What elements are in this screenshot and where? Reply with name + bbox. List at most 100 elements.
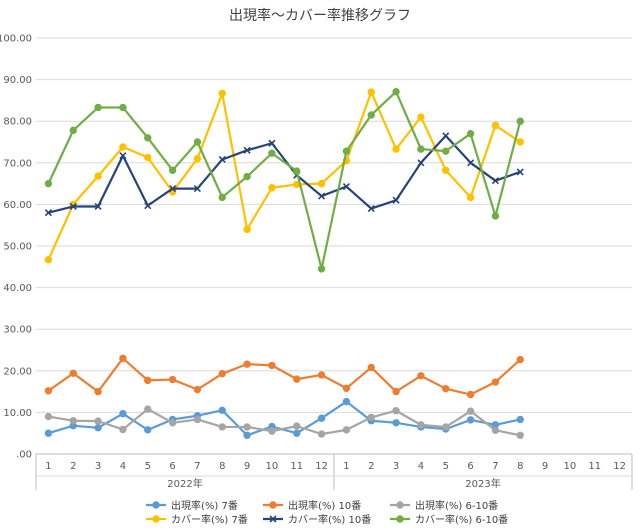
legend-label: カバー率(%) 10番 [288, 513, 371, 526]
y-tick-label: 30.00 [3, 325, 32, 336]
legend-item: カバー率(%) 6-10番 [390, 513, 508, 526]
marker-stroke [218, 155, 226, 164]
series-point [367, 413, 375, 422]
series-point [442, 132, 450, 140]
y-tick-label: 50.00 [3, 242, 32, 253]
x-tick-label: 6 [467, 461, 473, 472]
series-point [467, 159, 475, 167]
series-point [169, 185, 177, 193]
x-tick-label: 11 [588, 461, 601, 472]
series-point [491, 378, 500, 386]
series-point [442, 147, 450, 155]
series-point [269, 515, 277, 523]
series-point [491, 212, 500, 220]
series-line [47, 90, 521, 261]
series-group [44, 354, 524, 399]
series-point [243, 146, 251, 154]
x-tick-label: 5 [443, 461, 449, 472]
x-tick-label: 3 [95, 461, 101, 472]
series-point [268, 139, 276, 147]
series-point [516, 138, 524, 146]
series-point [44, 412, 53, 421]
series-point [392, 407, 400, 415]
series-point [144, 134, 152, 142]
marker-stroke [268, 139, 276, 147]
series-point [193, 415, 202, 424]
series-point [243, 225, 251, 234]
series-point [218, 406, 226, 415]
series-point [417, 113, 425, 121]
series-point [193, 385, 202, 394]
series-point [342, 397, 351, 406]
series-point [293, 422, 301, 430]
series-point [94, 172, 102, 180]
x-tick-label: 12 [315, 461, 328, 472]
series-point [144, 153, 152, 162]
series-point [342, 182, 350, 191]
series-point [516, 431, 524, 439]
x-tick-label: 1 [45, 461, 51, 472]
series-point [516, 355, 524, 364]
legend-label: カバー率(%) 7番 [171, 513, 248, 526]
series-point [392, 145, 400, 153]
series-point [367, 204, 375, 213]
marker-stroke [467, 159, 475, 167]
x-tick-label: 5 [145, 461, 151, 472]
y-tick-label: .00 [16, 450, 32, 461]
series-point [392, 196, 400, 204]
series-point [268, 361, 276, 370]
series-point [218, 423, 226, 431]
y-tick-label: 60.00 [3, 200, 32, 211]
marker-stroke [318, 192, 326, 200]
x-tick-label: 10 [266, 461, 279, 472]
series-point [152, 501, 160, 509]
y-tick-label: 90.00 [3, 75, 32, 86]
series-point [466, 129, 475, 138]
series-point [94, 417, 102, 425]
series-point [152, 515, 160, 523]
series-point [94, 424, 102, 432]
series-point [193, 185, 201, 193]
series-line [47, 90, 522, 270]
series-point [268, 184, 276, 192]
marker-stroke [269, 515, 277, 523]
series-point [317, 430, 326, 438]
series-point [342, 384, 351, 392]
x-tick-label: 8 [219, 461, 225, 472]
marker-stroke [169, 185, 177, 193]
x-tick-label: 10 [564, 461, 577, 472]
y-tick-label: 70.00 [3, 158, 32, 169]
series-point [243, 423, 251, 431]
legend-label: カバー率(%) 6-10番 [415, 513, 508, 526]
series-point [367, 111, 375, 119]
marker-stroke [367, 204, 375, 213]
series-line [48, 134, 521, 214]
series-point [396, 501, 404, 509]
series-point [168, 419, 177, 427]
x-tick-label: 4 [120, 461, 126, 472]
legend-item: カバー率(%) 10番 [263, 513, 371, 526]
series-point [193, 154, 202, 163]
series-point [44, 429, 53, 437]
series-point [119, 143, 127, 151]
y-tick-label: 40.00 [3, 283, 32, 294]
series-point [44, 256, 53, 264]
series-point [144, 376, 152, 385]
series-point [367, 88, 375, 96]
series-point [516, 168, 524, 176]
series-point [342, 426, 351, 434]
legend-item: 出現率(%) 7番 [146, 499, 238, 512]
series-point [44, 387, 53, 395]
series-point [317, 371, 326, 379]
marker-stroke [491, 177, 499, 185]
series-point [218, 89, 226, 98]
series-point [94, 202, 102, 211]
series-point [466, 416, 475, 424]
series-point [269, 501, 277, 509]
series-point [367, 363, 375, 372]
series-point [119, 103, 127, 112]
series-point [293, 167, 301, 175]
series-point [119, 409, 127, 418]
legend-label: 出現率(%) 7番 [171, 499, 238, 512]
y-tick-label: 20.00 [3, 366, 32, 377]
